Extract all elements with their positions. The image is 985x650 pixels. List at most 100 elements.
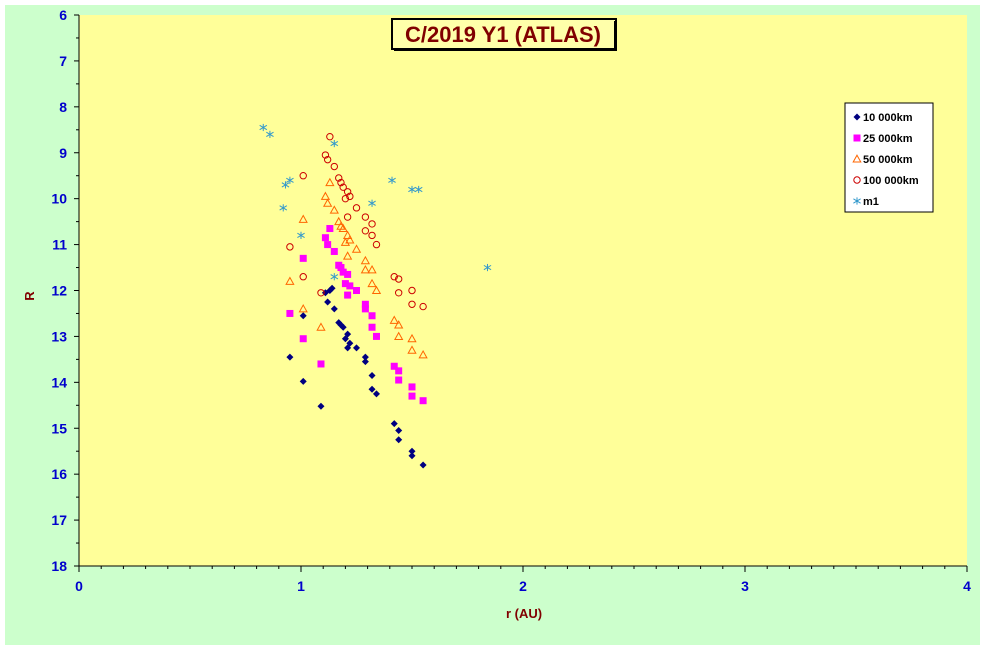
legend: 10 000km 25 000km 50 000km 100 000km m1 bbox=[844, 102, 934, 213]
data-point bbox=[394, 275, 403, 283]
data-point bbox=[395, 376, 403, 384]
legend-label: m1 bbox=[863, 196, 879, 208]
data-point bbox=[368, 385, 376, 393]
data-point bbox=[330, 139, 339, 148]
data-point bbox=[408, 185, 416, 194]
data-point bbox=[324, 241, 332, 249]
y-tick-label: 8 bbox=[59, 99, 67, 115]
series-3 bbox=[286, 132, 427, 311]
data-point bbox=[361, 227, 370, 235]
data-point bbox=[394, 289, 403, 297]
data-point bbox=[368, 371, 376, 379]
data-point bbox=[408, 452, 416, 460]
data-point bbox=[341, 280, 349, 288]
data-point bbox=[367, 278, 377, 288]
data-point bbox=[361, 305, 369, 313]
y-tick-label: 6 bbox=[59, 7, 67, 23]
legend-item: 50 000km bbox=[852, 154, 913, 166]
legend-label: 50 000km bbox=[863, 154, 913, 166]
data-point bbox=[330, 305, 338, 313]
y-tick-label: 18 bbox=[51, 558, 67, 574]
y-tick-label: 17 bbox=[51, 512, 67, 528]
data-point bbox=[418, 349, 428, 359]
data-point bbox=[353, 344, 360, 352]
data-point bbox=[419, 397, 427, 405]
legend-marker bbox=[852, 154, 862, 163]
legend-item: 100 000km bbox=[853, 175, 919, 187]
data-point bbox=[361, 300, 369, 308]
data-point bbox=[419, 461, 427, 469]
legend-label: 100 000km bbox=[863, 175, 919, 187]
legend-item: 10 000km bbox=[853, 112, 913, 124]
data-point bbox=[317, 289, 325, 297]
data-point bbox=[390, 362, 398, 370]
y-tick-label: 15 bbox=[51, 420, 67, 436]
data-point bbox=[395, 367, 403, 375]
data-point bbox=[368, 220, 376, 228]
legend-marker bbox=[853, 197, 861, 205]
data-point bbox=[286, 309, 294, 317]
x-tick-label: 2 bbox=[519, 578, 527, 594]
data-point bbox=[343, 213, 352, 221]
series-4 bbox=[259, 123, 492, 281]
data-point bbox=[299, 254, 307, 262]
data-point bbox=[329, 205, 339, 214]
data-point bbox=[299, 273, 307, 281]
y-tick-label: 14 bbox=[51, 374, 67, 390]
data-point bbox=[323, 155, 332, 164]
y-tick-label: 11 bbox=[52, 237, 67, 253]
data-point bbox=[368, 323, 376, 331]
data-point bbox=[298, 304, 308, 313]
data-point bbox=[372, 240, 381, 249]
data-point bbox=[281, 181, 290, 189]
data-point bbox=[322, 198, 333, 207]
data-point bbox=[330, 162, 338, 171]
data-point bbox=[367, 265, 377, 274]
data-point bbox=[337, 264, 345, 272]
x-tick-label: 4 bbox=[963, 578, 971, 594]
data-point bbox=[408, 447, 416, 455]
data-point bbox=[371, 285, 382, 295]
data-point bbox=[368, 312, 376, 320]
data-point bbox=[334, 216, 344, 226]
data-point bbox=[316, 322, 326, 331]
y-tick-label: 13 bbox=[51, 328, 67, 344]
data-point bbox=[361, 358, 369, 366]
data-point bbox=[361, 213, 370, 221]
series-0 bbox=[286, 284, 427, 469]
data-point bbox=[390, 273, 398, 281]
data-point bbox=[372, 390, 380, 398]
data-point bbox=[324, 298, 332, 306]
data-point bbox=[407, 345, 417, 354]
data-point bbox=[483, 263, 492, 272]
data-point bbox=[368, 231, 376, 240]
y-tick-label: 9 bbox=[59, 145, 67, 161]
data-point bbox=[320, 191, 331, 200]
legend-label: 10 000km bbox=[863, 112, 913, 124]
data-point bbox=[408, 286, 416, 295]
data-point bbox=[286, 176, 294, 184]
data-point bbox=[317, 360, 325, 368]
data-point bbox=[353, 287, 360, 294]
data-point bbox=[360, 265, 371, 274]
data-point bbox=[408, 392, 416, 400]
data-point bbox=[368, 199, 376, 207]
data-point bbox=[339, 268, 347, 276]
y-tick-label: 7 bbox=[59, 53, 67, 69]
x-axis-title: r (AU) bbox=[506, 606, 542, 621]
data-point bbox=[345, 235, 355, 244]
chart-title-box: C/2019 Y1 (ATLAS) bbox=[391, 18, 617, 51]
data-point bbox=[341, 194, 350, 203]
data-point bbox=[372, 332, 380, 340]
y-axis-title: R bbox=[22, 291, 37, 301]
data-point bbox=[259, 123, 268, 132]
y-tick-label: 10 bbox=[51, 191, 67, 207]
data-point bbox=[414, 185, 423, 194]
data-point bbox=[352, 204, 361, 212]
data-point bbox=[299, 312, 307, 320]
data-point bbox=[321, 234, 329, 242]
legend-box bbox=[844, 102, 934, 213]
